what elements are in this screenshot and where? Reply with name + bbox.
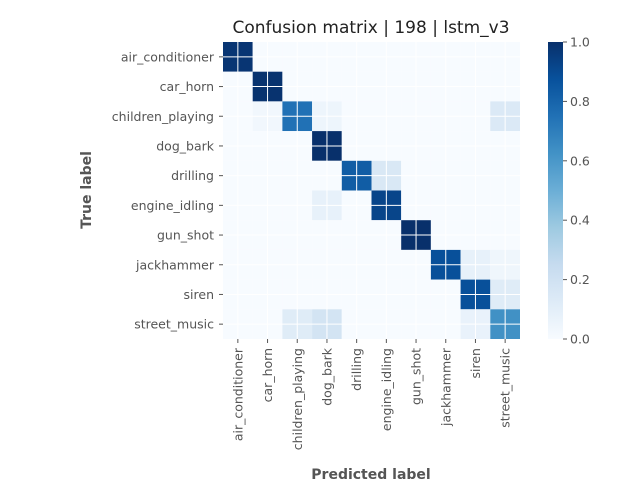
x-tick-label-jackhammer: jackhammer <box>438 347 453 427</box>
y-tick-label-drilling: drilling <box>171 168 214 183</box>
y-tick-label-dog_bark: dog_bark <box>156 138 215 153</box>
x-tick-label-siren: siren <box>468 348 483 378</box>
colorbar-tick-label: 0.0 <box>570 332 590 347</box>
colorbar <box>548 42 563 339</box>
colorbar-tick-label: 0.4 <box>570 213 590 228</box>
x-tick-label-car_horn: car_horn <box>260 348 275 402</box>
x-tick-label-dog_bark: dog_bark <box>319 347 334 406</box>
y-axis-label: True label <box>79 151 95 229</box>
x-tick-label-gun_shot: gun_shot <box>409 348 424 405</box>
colorbar-ticks: 0.0 0.2 0.4 0.6 0.8 1.0 <box>563 35 590 347</box>
y-tick-label-car_horn: car_horn <box>160 79 214 94</box>
x-tick-label-street_music: street_music <box>498 348 513 428</box>
colorbar-tick-label: 0.2 <box>570 272 590 287</box>
colorbar-tick-label: 1.0 <box>570 35 590 50</box>
colorbar-tick-label: 0.6 <box>570 153 590 168</box>
x-axis-label: Predicted label <box>311 467 430 480</box>
y-tick-label-children_playing: children_playing <box>112 109 214 124</box>
y-tick-label-engine_idling: engine_idling <box>131 198 214 213</box>
x-tick-label-children_playing: children_playing <box>290 348 305 450</box>
heatmap-cells <box>223 42 520 339</box>
x-tick-label-air_conditioner: air_conditioner <box>230 347 245 441</box>
x-tick-label-engine_idling: engine_idling <box>379 348 394 431</box>
y-tick-label-jackhammer: jackhammer <box>135 257 215 272</box>
y-tick-labels: air_conditioner car_horn children_playingd… <box>112 49 223 332</box>
chart-title: Confusion matrix | 198 | lstm_v3 <box>232 18 509 38</box>
y-tick-label-street_music: street_music <box>134 317 214 332</box>
colorbar-tick-label: 0.8 <box>570 94 590 109</box>
y-tick-label-siren: siren <box>184 287 214 302</box>
y-tick-label-gun_shot: gun_shot <box>157 228 214 243</box>
y-tick-label-air_conditioner: air_conditioner <box>121 49 215 64</box>
x-tick-labels: air_conditioner car_horn children_playing d… <box>230 339 513 450</box>
x-tick-label-drilling: drilling <box>349 348 364 391</box>
